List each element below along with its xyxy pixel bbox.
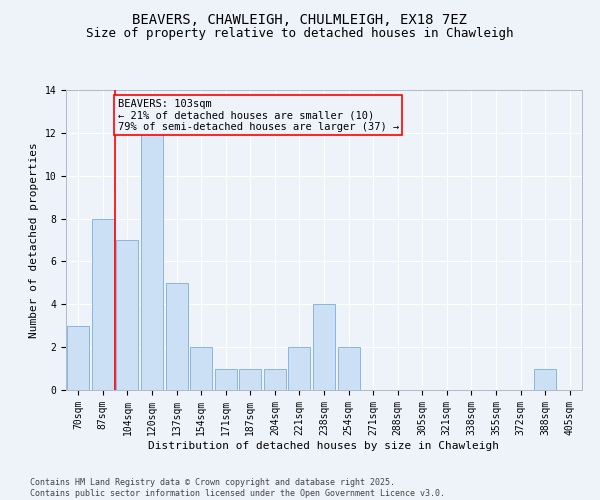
Bar bbox=[92, 218, 114, 390]
Bar bbox=[338, 347, 359, 390]
Bar bbox=[190, 347, 212, 390]
Bar bbox=[239, 368, 262, 390]
Bar bbox=[116, 240, 139, 390]
Bar bbox=[289, 347, 310, 390]
Text: Size of property relative to detached houses in Chawleigh: Size of property relative to detached ho… bbox=[86, 28, 514, 40]
Bar bbox=[141, 133, 163, 390]
Bar bbox=[313, 304, 335, 390]
Bar bbox=[67, 326, 89, 390]
Text: Contains HM Land Registry data © Crown copyright and database right 2025.
Contai: Contains HM Land Registry data © Crown c… bbox=[30, 478, 445, 498]
Bar bbox=[264, 368, 286, 390]
X-axis label: Distribution of detached houses by size in Chawleigh: Distribution of detached houses by size … bbox=[149, 440, 499, 450]
Text: BEAVERS, CHAWLEIGH, CHULMLEIGH, EX18 7EZ: BEAVERS, CHAWLEIGH, CHULMLEIGH, EX18 7EZ bbox=[133, 12, 467, 26]
Y-axis label: Number of detached properties: Number of detached properties bbox=[29, 142, 39, 338]
Bar bbox=[166, 283, 188, 390]
Text: BEAVERS: 103sqm
← 21% of detached houses are smaller (10)
79% of semi-detached h: BEAVERS: 103sqm ← 21% of detached houses… bbox=[118, 98, 399, 132]
Bar bbox=[534, 368, 556, 390]
Bar bbox=[215, 368, 237, 390]
